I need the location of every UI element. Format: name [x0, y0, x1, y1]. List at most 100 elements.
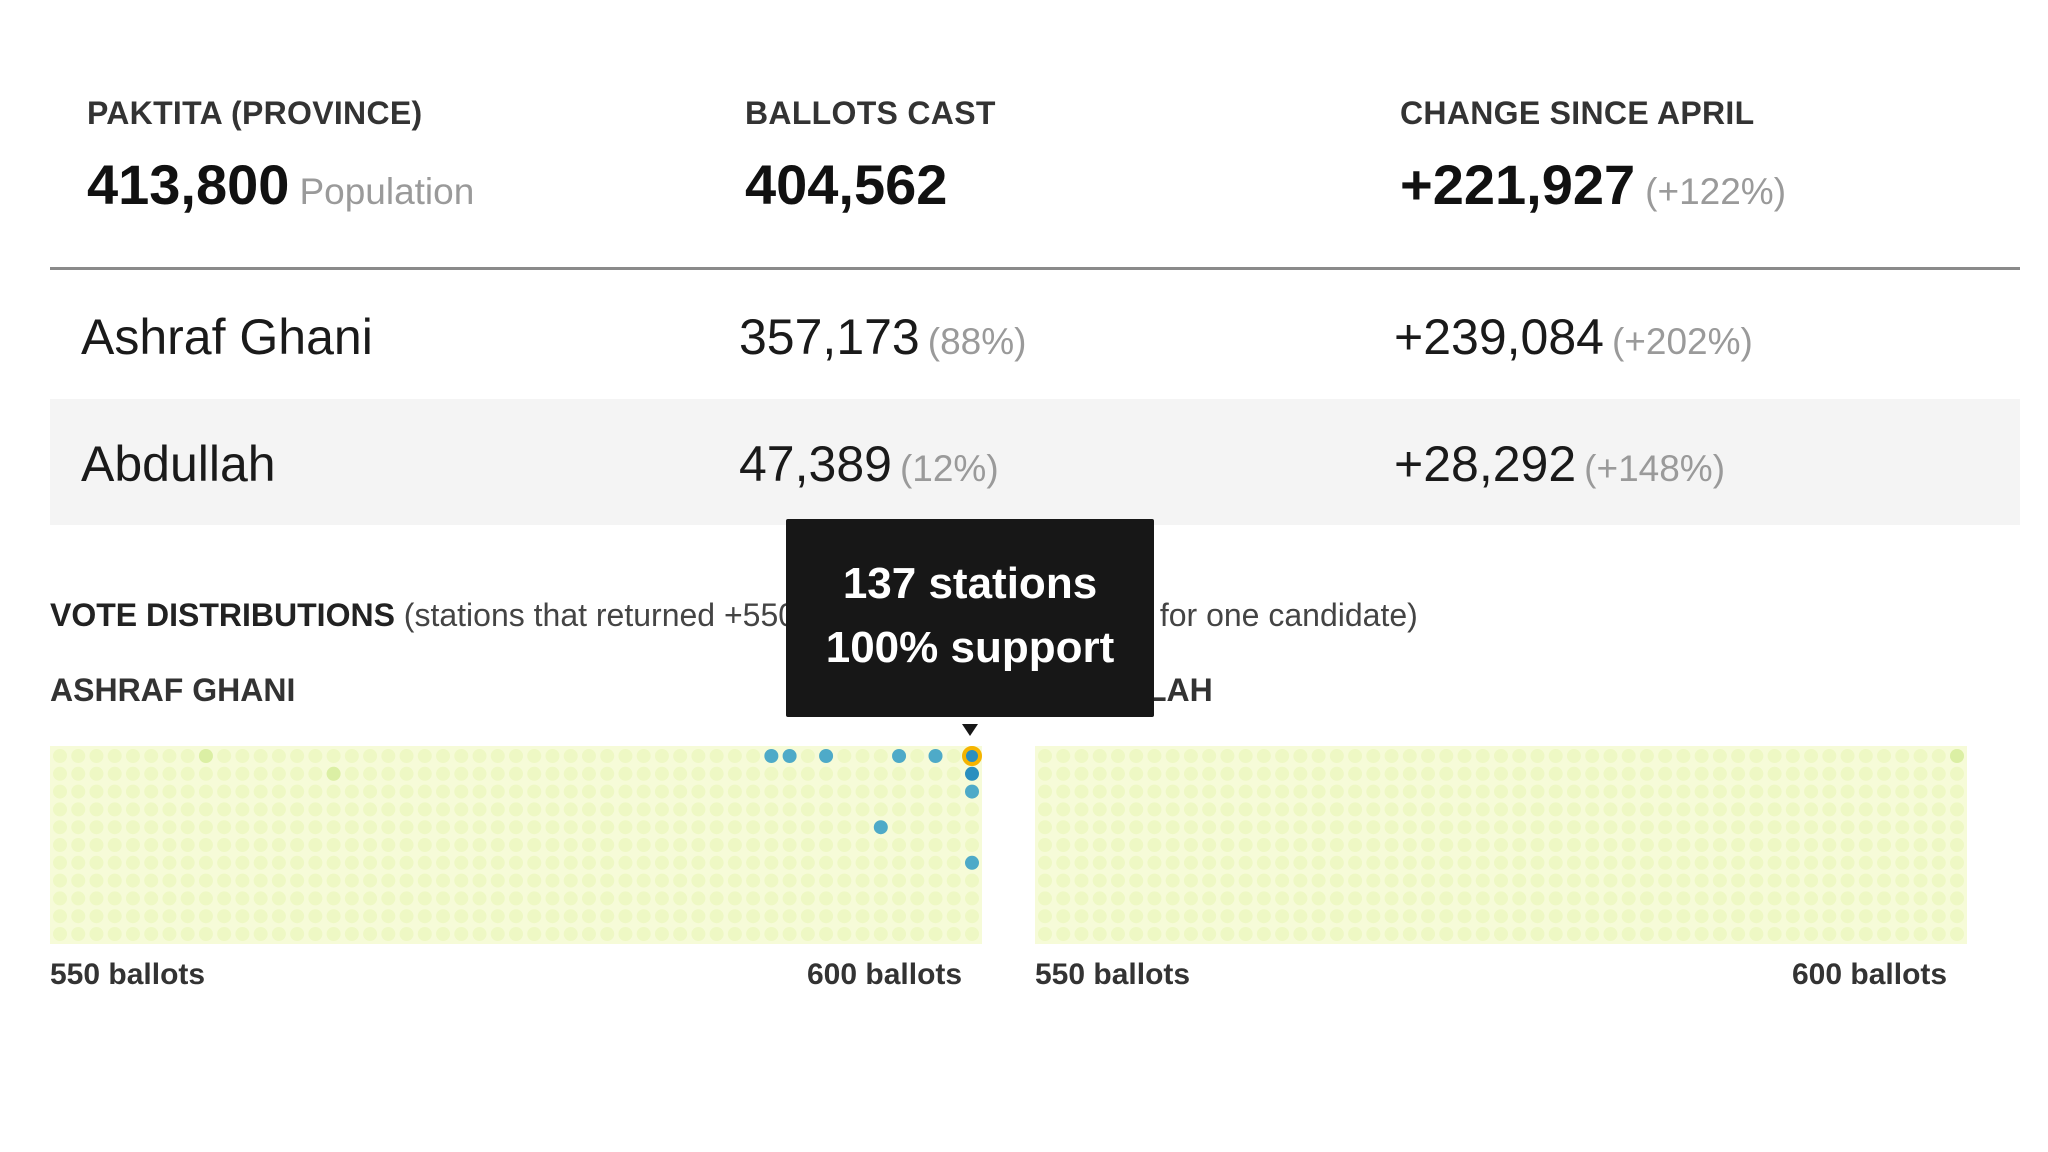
station-dot[interactable]: [545, 909, 560, 924]
station-dot[interactable]: [1056, 891, 1071, 906]
station-dot[interactable]: [1895, 766, 1910, 781]
station-dot[interactable]: [162, 891, 177, 906]
station-dot[interactable]: [1712, 927, 1727, 941]
station-dot[interactable]: [1840, 855, 1855, 870]
station-dot[interactable]: [1639, 855, 1654, 870]
station-dot[interactable]: [1913, 802, 1928, 817]
station-dot[interactable]: [344, 909, 359, 924]
station-dot[interactable]: [1694, 820, 1709, 835]
station-dot[interactable]: [1785, 891, 1800, 906]
station-dot[interactable]: [1439, 820, 1454, 835]
station-dot[interactable]: [1238, 838, 1253, 852]
station-dot[interactable]: [910, 927, 925, 941]
station-dot[interactable]: [1621, 784, 1636, 799]
station-dot[interactable]: [363, 766, 378, 781]
station-dot[interactable]: [1731, 820, 1746, 835]
station-dot[interactable]: [1074, 855, 1089, 870]
station-dot[interactable]: [125, 927, 140, 941]
station-dot[interactable]: [1639, 749, 1654, 763]
station-dot[interactable]: [344, 749, 359, 763]
station-dot[interactable]: [308, 820, 323, 835]
station-dot[interactable]: [581, 766, 596, 781]
station-dot[interactable]: [618, 873, 633, 888]
station-dot[interactable]: [1056, 873, 1071, 888]
station-dot[interactable]: [545, 927, 560, 941]
station-dot[interactable]: [1676, 802, 1691, 817]
station-dot[interactable]: [89, 927, 104, 941]
station-dot[interactable]: [1311, 784, 1326, 799]
station-dot[interactable]: [1877, 820, 1892, 835]
station-dot[interactable]: [892, 927, 907, 941]
station-dot[interactable]: [180, 855, 195, 870]
station-dot[interactable]: [162, 838, 177, 852]
station-dot[interactable]: [198, 784, 213, 799]
station-dot[interactable]: [1220, 838, 1235, 852]
station-dot[interactable]: [53, 927, 67, 941]
station-dot[interactable]: [509, 784, 523, 799]
station-dot[interactable]: [1676, 891, 1691, 906]
station-dot[interactable]: [235, 873, 250, 888]
station-dot[interactable]: [1530, 927, 1545, 941]
station-dot[interactable]: [1895, 873, 1910, 888]
station-dot[interactable]: [1366, 766, 1381, 781]
station-dot[interactable]: [1439, 838, 1454, 852]
station-dot[interactable]: [709, 927, 724, 941]
station-dot[interactable]: [1293, 766, 1308, 781]
station-dot[interactable]: [290, 766, 305, 781]
station-dot[interactable]: [527, 820, 542, 835]
station-dot[interactable]: [144, 820, 159, 835]
station-dot[interactable]: [217, 891, 232, 906]
station-dot[interactable]: [53, 784, 67, 799]
station-dot[interactable]: [417, 749, 432, 763]
station-dot[interactable]: [1621, 891, 1636, 906]
station-dot[interactable]: [1512, 766, 1527, 781]
station-dot[interactable]: [709, 855, 724, 870]
station-dot[interactable]: [162, 855, 177, 870]
station-dot[interactable]: [363, 855, 378, 870]
station-dot[interactable]: [1348, 749, 1363, 763]
station-dot[interactable]: [1585, 802, 1600, 817]
station-dot[interactable]: [235, 927, 250, 941]
station-dot[interactable]: [965, 838, 979, 852]
station-dot[interactable]: [673, 873, 688, 888]
station-dot[interactable]: [290, 909, 305, 924]
station-dot[interactable]: [1038, 909, 1052, 924]
station-dot[interactable]: [1402, 749, 1417, 763]
station-dot[interactable]: [1603, 766, 1618, 781]
station-dot[interactable]: [454, 838, 469, 852]
station-dot[interactable]: [71, 838, 86, 852]
station-dot[interactable]: [1566, 873, 1581, 888]
station-dot[interactable]: [381, 927, 396, 941]
station-dot[interactable]: [837, 820, 852, 835]
station-dot[interactable]: [1202, 927, 1217, 941]
station-dot[interactable]: [1220, 802, 1235, 817]
station-dot[interactable]: [1840, 873, 1855, 888]
station-dot[interactable]: [363, 927, 378, 941]
station-dot[interactable]: [1785, 855, 1800, 870]
station-dot[interactable]: [1676, 873, 1691, 888]
station-dot[interactable]: [125, 873, 140, 888]
station-dot[interactable]: [873, 891, 888, 906]
station-dot[interactable]: [727, 909, 742, 924]
station-dot[interactable]: [764, 891, 779, 906]
station-dot[interactable]: [800, 766, 815, 781]
station-dot[interactable]: [1694, 784, 1709, 799]
station-dot[interactable]: [1621, 873, 1636, 888]
station-dot[interactable]: [1183, 855, 1198, 870]
station-dot[interactable]: [180, 820, 195, 835]
station-dot[interactable]: [965, 909, 979, 924]
station-dot[interactable]: [782, 891, 797, 906]
station-dot[interactable]: [509, 749, 523, 763]
station-dot[interactable]: [1202, 909, 1217, 924]
station-dot[interactable]: [1530, 820, 1545, 835]
station-dot[interactable]: [1366, 855, 1381, 870]
station-dot[interactable]: [1074, 766, 1089, 781]
station-dot[interactable]: [1220, 766, 1235, 781]
station-dot[interactable]: [1603, 784, 1618, 799]
station-dot[interactable]: [271, 909, 286, 924]
station-dot[interactable]: [1311, 891, 1326, 906]
station-dot[interactable]: [1110, 820, 1125, 835]
station-dot[interactable]: [527, 891, 542, 906]
station-dot[interactable]: [1056, 766, 1071, 781]
station-dot[interactable]: [746, 855, 761, 870]
